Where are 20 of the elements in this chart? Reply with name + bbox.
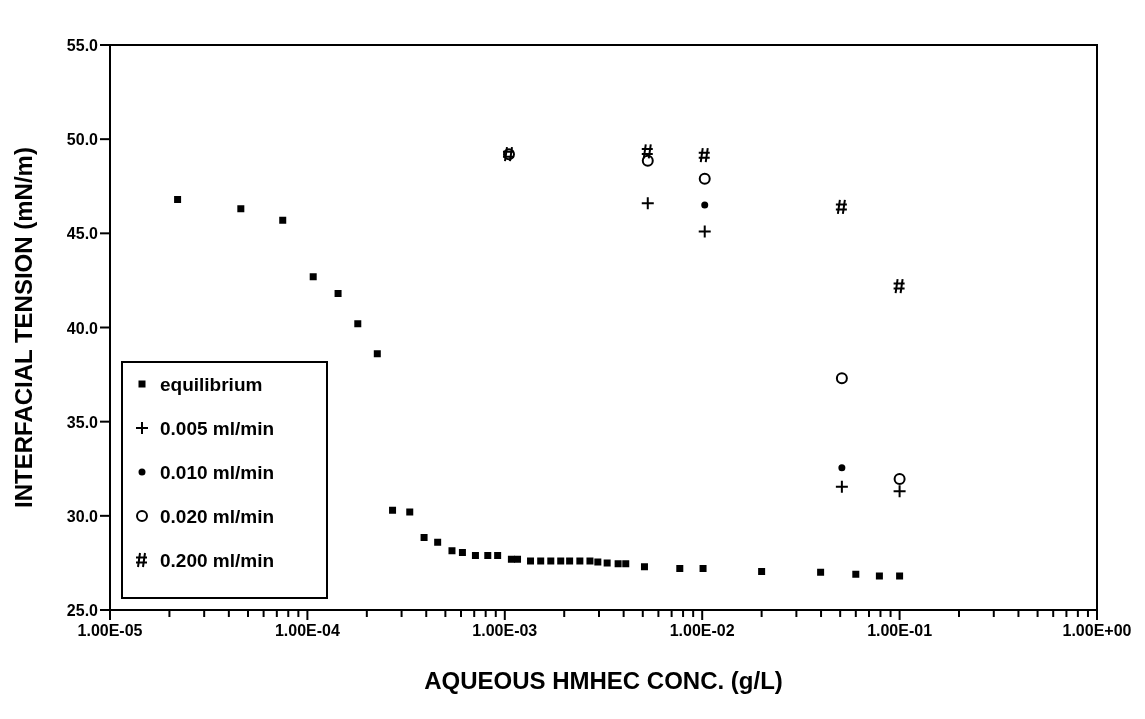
- x-tick-label: 1.00E-01: [867, 622, 933, 639]
- legend-label: 0.005 ml/min: [160, 418, 275, 439]
- x-tick-label: 1.00E-03: [472, 622, 538, 639]
- x-tick-label: 1.00E+00: [1062, 622, 1132, 639]
- y-tick-label: 55.0: [66, 37, 99, 54]
- y-tick-label: 30.0: [66, 507, 99, 525]
- y-tick-label: 25.0: [66, 602, 99, 619]
- y-tick-label: 50.0: [66, 131, 99, 149]
- y-tick-label: 40.0: [66, 319, 99, 337]
- y-axis-title: INTERFACIAL TENSION (mN/m): [10, 147, 37, 508]
- legend-label: equilibrium: [160, 374, 263, 395]
- x-tick-label: 1.00E-05: [77, 622, 143, 639]
- x-axis-title: AQUEOUS HMHEC CONC. (g/L): [424, 667, 783, 694]
- y-tick-label: 35.0: [66, 413, 99, 431]
- legend-label: 0.020 ml/min: [160, 506, 275, 527]
- legend-label: 0.200 ml/min: [160, 550, 275, 571]
- x-tick-label: 1.00E-04: [274, 622, 340, 639]
- y-tick-label: 45.0: [66, 225, 99, 243]
- legend-label: 0.010 ml/min: [160, 462, 275, 483]
- x-tick-label: 1.00E-02: [669, 622, 735, 639]
